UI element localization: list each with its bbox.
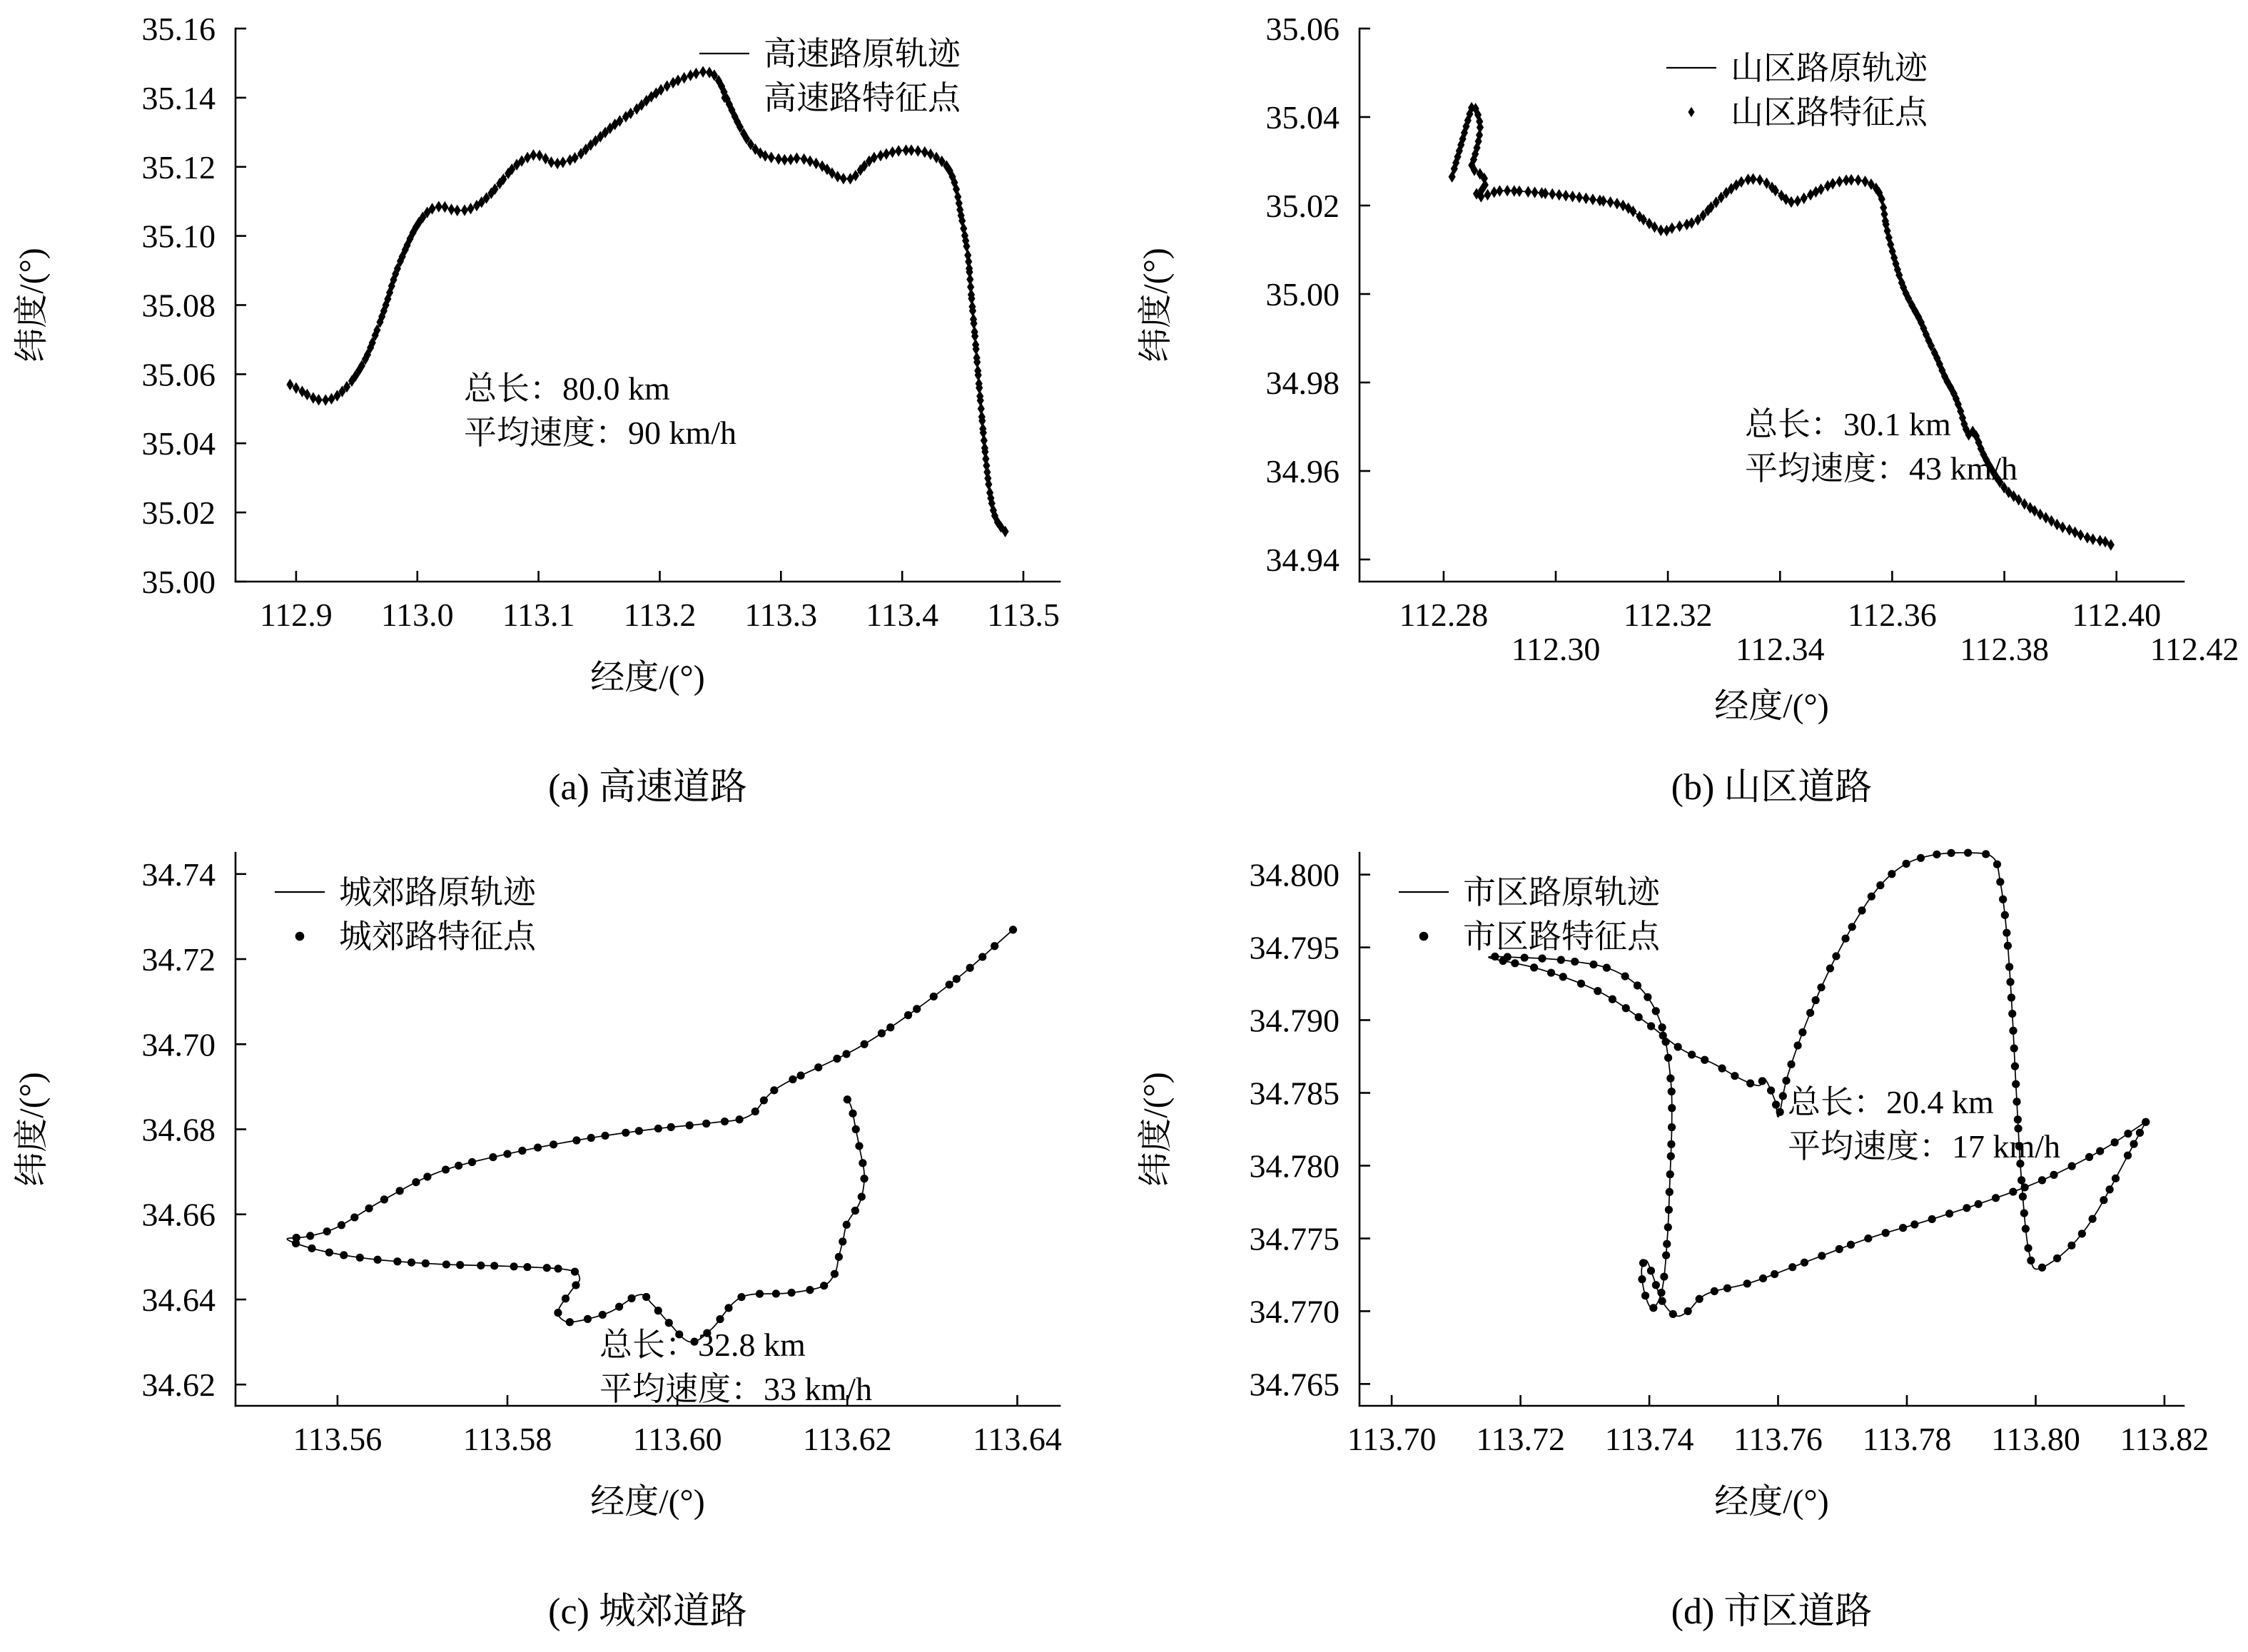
svg-text:山区路特征点: 山区路特征点 bbox=[1731, 94, 1928, 131]
svg-text:112.36: 112.36 bbox=[1848, 597, 1937, 633]
svg-text:经度/(°): 经度/(°) bbox=[1714, 687, 1829, 725]
svg-text:112.40: 112.40 bbox=[2072, 597, 2161, 633]
svg-text:113.80: 113.80 bbox=[1991, 1421, 2080, 1457]
svg-text:34.785: 34.785 bbox=[1250, 1075, 1340, 1112]
svg-text:34.795: 34.795 bbox=[1250, 930, 1340, 966]
svg-text:113.74: 113.74 bbox=[1605, 1421, 1694, 1457]
svg-text:平均速度：90 km/h: 平均速度：90 km/h bbox=[464, 415, 736, 451]
svg-text:城郊路特征点: 城郊路特征点 bbox=[339, 918, 537, 955]
svg-text:平均速度：17 km/h: 平均速度：17 km/h bbox=[1788, 1128, 2060, 1165]
svg-text:35.16: 35.16 bbox=[142, 11, 216, 47]
svg-text:113.58: 113.58 bbox=[463, 1421, 552, 1457]
svg-text:34.74: 34.74 bbox=[142, 856, 216, 893]
svg-text:34.765: 34.765 bbox=[1250, 1366, 1340, 1402]
svg-text:纬度/(°): 纬度/(°) bbox=[13, 248, 51, 363]
svg-text:35.00: 35.00 bbox=[1266, 276, 1340, 313]
svg-text:113.3: 113.3 bbox=[744, 597, 817, 633]
svg-text:113.76: 113.76 bbox=[1733, 1421, 1823, 1457]
svg-text:34.770: 34.770 bbox=[1250, 1293, 1340, 1329]
svg-text:总长：20.4 km: 总长：20.4 km bbox=[1788, 1084, 1994, 1120]
svg-text:34.800: 34.800 bbox=[1250, 857, 1340, 893]
svg-text:经度/(°): 经度/(°) bbox=[590, 659, 705, 696]
svg-text:112.38: 112.38 bbox=[1960, 631, 2049, 667]
svg-text:高速路特征点: 高速路特征点 bbox=[764, 80, 961, 116]
svg-text:35.02: 35.02 bbox=[142, 495, 216, 531]
svg-text:34.64: 34.64 bbox=[142, 1282, 216, 1318]
svg-text:113.62: 113.62 bbox=[803, 1421, 892, 1457]
svg-text:高速路原轨迹: 高速路原轨迹 bbox=[764, 36, 961, 72]
svg-text:35.08: 35.08 bbox=[142, 288, 216, 324]
svg-text:35.02: 35.02 bbox=[1266, 188, 1340, 224]
svg-text:113.0: 113.0 bbox=[381, 597, 454, 633]
svg-text:113.4: 113.4 bbox=[866, 597, 938, 633]
svg-text:113.2: 113.2 bbox=[624, 597, 697, 633]
svg-text:113.56: 113.56 bbox=[293, 1421, 383, 1457]
svg-text:(c) 城郊道路: (c) 城郊道路 bbox=[548, 1591, 747, 1632]
svg-text:35.04: 35.04 bbox=[142, 425, 216, 462]
svg-text:35.04: 35.04 bbox=[1266, 99, 1340, 136]
svg-text:纬度/(°): 纬度/(°) bbox=[1137, 1072, 1175, 1187]
svg-text:城郊路原轨迹: 城郊路原轨迹 bbox=[339, 874, 537, 911]
svg-text:(b) 山区道路: (b) 山区道路 bbox=[1671, 767, 1873, 808]
svg-text:35.14: 35.14 bbox=[142, 80, 216, 116]
svg-text:(d) 市区道路: (d) 市区道路 bbox=[1671, 1591, 1873, 1632]
svg-text:34.96: 34.96 bbox=[1266, 453, 1340, 490]
svg-text:113.5: 113.5 bbox=[987, 597, 1060, 633]
svg-text:112.30: 112.30 bbox=[1512, 631, 1601, 667]
svg-text:市区路特征点: 市区路特征点 bbox=[1463, 918, 1661, 955]
svg-text:34.68: 34.68 bbox=[142, 1112, 216, 1148]
svg-text:112.9: 112.9 bbox=[260, 597, 333, 633]
svg-text:113.78: 113.78 bbox=[1863, 1421, 1952, 1457]
svg-text:山区路原轨迹: 山区路原轨迹 bbox=[1731, 50, 1928, 86]
svg-text:113.60: 113.60 bbox=[633, 1421, 722, 1457]
svg-text:经度/(°): 经度/(°) bbox=[590, 1483, 705, 1521]
svg-text:35.06: 35.06 bbox=[142, 356, 216, 392]
svg-text:34.98: 34.98 bbox=[1266, 365, 1340, 401]
svg-text:经度/(°): 经度/(°) bbox=[1714, 1483, 1829, 1521]
svg-text:(a) 高速道路: (a) 高速道路 bbox=[548, 767, 747, 808]
svg-text:总长：80.0 km: 总长：80.0 km bbox=[464, 370, 670, 407]
svg-text:35.10: 35.10 bbox=[142, 218, 216, 255]
svg-text:34.775: 34.775 bbox=[1250, 1221, 1340, 1257]
svg-text:34.66: 34.66 bbox=[142, 1197, 216, 1233]
svg-text:34.70: 34.70 bbox=[142, 1026, 216, 1063]
svg-text:113.70: 113.70 bbox=[1347, 1421, 1437, 1457]
svg-text:112.32: 112.32 bbox=[1624, 597, 1713, 633]
svg-text:纬度/(°): 纬度/(°) bbox=[1137, 248, 1175, 363]
svg-text:总长：32.8 km: 总长：32.8 km bbox=[599, 1327, 806, 1363]
svg-text:34.94: 34.94 bbox=[1266, 542, 1340, 578]
svg-text:113.82: 113.82 bbox=[2120, 1421, 2209, 1457]
svg-text:35.12: 35.12 bbox=[142, 149, 216, 186]
svg-text:35.06: 35.06 bbox=[1266, 11, 1340, 47]
svg-text:113.64: 113.64 bbox=[973, 1421, 1062, 1457]
svg-text:平均速度：33 km/h: 平均速度：33 km/h bbox=[599, 1371, 872, 1407]
svg-text:平均速度：43 km/h: 平均速度：43 km/h bbox=[1745, 450, 2017, 487]
svg-text:113.1: 113.1 bbox=[502, 597, 575, 633]
svg-text:112.34: 112.34 bbox=[1736, 631, 1825, 667]
svg-text:总长：30.1 km: 总长：30.1 km bbox=[1745, 406, 1951, 442]
svg-text:113.72: 113.72 bbox=[1476, 1421, 1565, 1457]
svg-text:34.72: 34.72 bbox=[142, 941, 216, 978]
svg-text:35.00: 35.00 bbox=[142, 564, 216, 600]
svg-text:34.790: 34.790 bbox=[1250, 1003, 1340, 1039]
svg-text:市区路原轨迹: 市区路原轨迹 bbox=[1463, 874, 1661, 911]
svg-text:34.62: 34.62 bbox=[142, 1367, 216, 1403]
svg-text:34.780: 34.780 bbox=[1250, 1148, 1340, 1185]
svg-text:112.28: 112.28 bbox=[1399, 597, 1489, 633]
svg-text:纬度/(°): 纬度/(°) bbox=[13, 1072, 51, 1187]
svg-text:112.42: 112.42 bbox=[2150, 631, 2239, 667]
